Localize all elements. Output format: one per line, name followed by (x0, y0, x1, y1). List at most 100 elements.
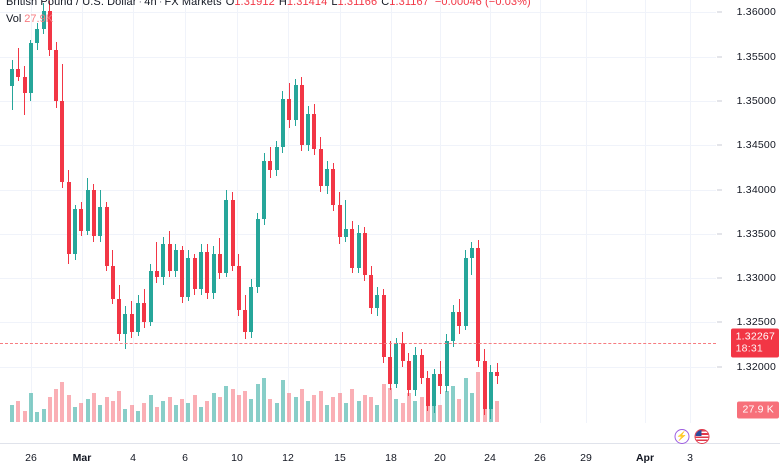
gridline-horizontal (0, 322, 716, 323)
time-axis-label: 15 (334, 452, 346, 464)
volume-bar (444, 391, 449, 422)
gridline-vertical (645, 0, 646, 423)
candle-wick (156, 242, 158, 284)
candle-body (66, 182, 71, 254)
candle-body (463, 257, 468, 326)
volume-bar (199, 406, 203, 422)
volume-bar (463, 377, 468, 422)
candle-body (47, 11, 52, 50)
candle-body (129, 314, 134, 332)
volume-bar (192, 395, 197, 422)
volume-bar (255, 383, 260, 422)
price-axis-label: 1.33000 (736, 272, 776, 284)
price-axis-tick (717, 100, 722, 102)
gridline-vertical (288, 0, 289, 423)
gridline-vertical (31, 0, 32, 423)
volume-bar (117, 391, 122, 422)
time-axis-label: 6 (182, 452, 188, 464)
current-price-line (0, 343, 716, 344)
candle-body (117, 298, 122, 334)
candle-body (142, 302, 147, 322)
candle-body (312, 114, 317, 150)
candle-body (230, 199, 235, 266)
volume-bar (54, 389, 59, 422)
gridline-horizontal (0, 278, 716, 279)
candle-body (381, 294, 386, 357)
time-axis-label: 26 (25, 452, 37, 464)
volume-bar (476, 372, 481, 422)
volume-bar (154, 406, 159, 422)
volume-bar (356, 400, 361, 422)
candle-body (394, 343, 399, 385)
candle-wick (471, 242, 473, 276)
volume-bar (495, 400, 500, 422)
volume-bar (66, 395, 71, 422)
candle-body (161, 244, 166, 278)
candle-body (350, 228, 355, 268)
volume-bar (369, 397, 374, 422)
gridline-vertical (540, 0, 541, 423)
current-price-badge[interactable]: 1.32267 18:31 (730, 328, 779, 358)
time-axis[interactable]: 26 Mar 4 6 10 12 15 18 20 24 26 29 Apr 3 ⚡ (0, 429, 780, 470)
volume-bar (394, 399, 399, 422)
volume-bar (287, 393, 292, 422)
candle-body (211, 253, 216, 293)
volume-bar (432, 395, 437, 422)
volume-bar (482, 383, 487, 422)
volume-bar (91, 393, 96, 422)
volume-bar (85, 399, 90, 422)
candle-body (192, 257, 197, 289)
volume-bar (142, 402, 147, 422)
gridline-vertical (490, 0, 491, 423)
gridline-horizontal (0, 190, 716, 191)
volume-bar (381, 383, 386, 422)
candle-body (337, 205, 342, 237)
volume-bar (262, 377, 266, 422)
volume-bar (136, 410, 140, 422)
candle-body (199, 252, 203, 289)
time-axis-label: 18 (385, 452, 397, 464)
volume-bar (41, 408, 46, 422)
candle-body (375, 294, 380, 309)
lightning-bolt-icon[interactable]: ⚡ (674, 429, 690, 444)
candle-body (173, 250, 178, 272)
volume-bar (400, 402, 405, 422)
volume-bar (419, 397, 424, 422)
candle-body (438, 374, 443, 387)
price-axis-tick (717, 277, 722, 279)
candle-body (262, 160, 266, 219)
candle-body (104, 207, 109, 266)
candle-wick (345, 199, 347, 243)
gridline-horizontal (0, 57, 716, 58)
price-axis-tick (717, 321, 722, 323)
us-flag-icon[interactable] (694, 429, 710, 444)
candle-body (293, 84, 298, 120)
candle-body (388, 356, 392, 385)
candle-body (318, 149, 323, 186)
volume-bar (16, 400, 21, 422)
volume-bar (123, 408, 128, 422)
candle-body (406, 360, 411, 390)
price-axis-tick (717, 366, 722, 368)
time-axis-label: 10 (231, 452, 243, 464)
time-axis-label: 24 (484, 452, 496, 464)
candle-body (306, 114, 311, 146)
candle-body (325, 168, 329, 186)
volume-bar (47, 397, 52, 422)
candle-body (110, 265, 115, 299)
gridline-vertical (690, 0, 691, 423)
volume-badge[interactable]: 27.9 K (737, 401, 779, 419)
volume-bar (28, 393, 33, 422)
price-axis[interactable]: 1.36000 1.35500 1.35000 1.34500 1.34000 1.335… (716, 0, 780, 423)
volume-bar (268, 399, 273, 422)
price-pane[interactable] (0, 0, 716, 423)
candle-body (331, 168, 336, 206)
candle-body (85, 189, 90, 231)
volume-bar (312, 395, 317, 422)
candle-body (35, 28, 40, 44)
price-axis-label: 1.36000 (736, 6, 776, 18)
price-axis-tick (717, 11, 722, 13)
candle-body (22, 77, 27, 93)
candle-body (299, 84, 304, 146)
